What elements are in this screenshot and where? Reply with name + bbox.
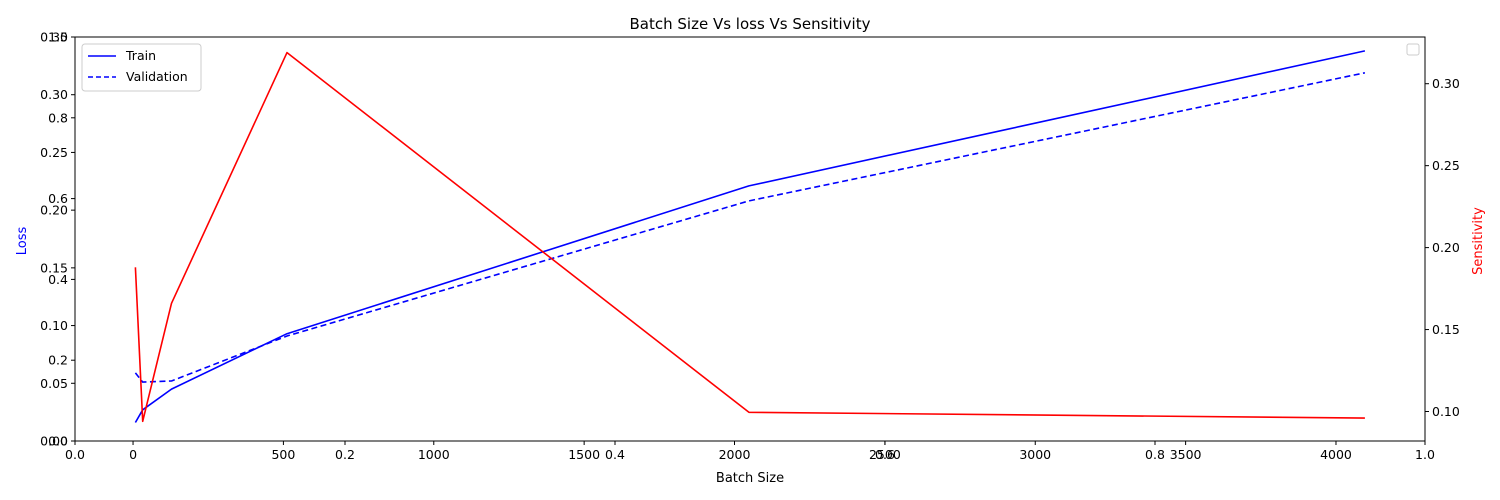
legend-label-validation: Validation [126,69,188,84]
y-left-tick-label: 0.25 [40,145,68,160]
overlay-x-tick-label: 0.2 [335,447,355,462]
x-tick-label: 2500 [869,447,901,462]
y-right-tick-label: 0.30 [1432,76,1460,91]
x-tick-label: 2000 [719,447,751,462]
legend-label-train: Train [125,48,156,63]
series-line-validation [134,72,1366,383]
x-tick-label: 3500 [1170,447,1202,462]
overlay-x-tick-label: 0.4 [605,447,625,462]
y-right-tick-label: 0.25 [1432,158,1460,173]
overlay-x-tick-label: 1.0 [1415,447,1435,462]
overlay-y-tick-label: 0.6 [48,191,68,206]
overlay-x-tick-label: 0.8 [1145,447,1165,462]
y-left-tick-label: 0.00 [40,434,68,449]
y-right-tick-label: 0.15 [1432,322,1460,337]
x-tick-label: 500 [271,447,295,462]
overlay-y-tick-label: 0.2 [48,353,68,368]
series-line-sensitivity [134,51,1365,423]
overlay-y-tick-label: 0.4 [48,272,68,287]
y-left-tick-label: 0.35 [40,30,68,45]
x-tick-label: 3000 [1019,447,1051,462]
legend: Train Validation [81,43,202,92]
overlay-y-tick-label: 0.8 [48,110,68,125]
x-axis-label: Batch Size [716,471,784,486]
y-left-tick-label: 0.05 [40,376,68,391]
y-left-tick-label: 0.30 [40,87,68,102]
y-left-tick-label: 0.20 [40,203,68,218]
overlay-y-tick-label: 1.0 [48,30,68,45]
y-axis-left-label: Loss [15,227,30,256]
plot-area: 0.00.0 0.2 0.2 0.4 0.4 0.6 0.6 0.8 0.8 1.0 1.0 0 500… [40,30,1460,463]
x-tick-label: 1500 [568,447,600,462]
x-tick-label: 0 [129,447,137,462]
y-right-tick-label: 0.20 [1432,240,1460,255]
x-tick-label: 4000 [1320,447,1352,462]
y-axis-right-label: Sensitivity [1471,207,1486,275]
empty-legend-box [1406,43,1420,56]
plot-frame [74,36,1426,442]
x-tick-label: 1000 [418,447,450,462]
overlay-x-tick-label: 0.6 [875,447,895,462]
overlay-x-tick-label: 0.0 [65,447,85,462]
chart-title: Batch Size Vs loss Vs Sensitivity [630,15,871,33]
overlay-y-tick-label: 0.0 [48,434,68,449]
y-left-tick-label: 0.15 [40,260,68,275]
y-right-tick-label: 0.10 [1432,404,1460,419]
series-line-train [134,50,1366,423]
y-left-tick-label: 0.10 [40,318,68,333]
